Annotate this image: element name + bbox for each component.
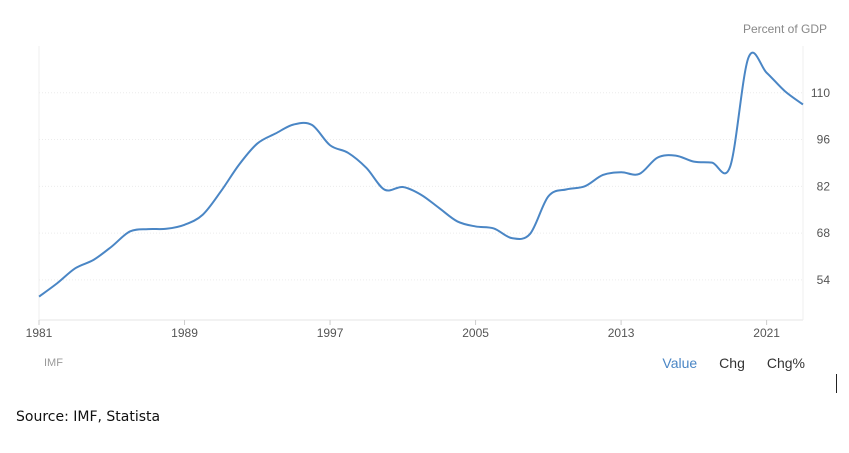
- y-tick-label: 110: [811, 86, 830, 100]
- line-chart: 1981 1989 1997 2005 2013 2021 54 68 82 96 110: [26, 46, 830, 340]
- grid-lines: [38, 46, 804, 320]
- toggle-chg-percent[interactable]: Chg%: [766, 355, 805, 371]
- x-tick-label: 2021: [753, 326, 780, 340]
- y-tick-label: 54: [817, 273, 831, 287]
- toggle-chg[interactable]: Chg: [719, 355, 745, 371]
- x-tick-label: 2013: [608, 326, 635, 340]
- view-toggle-group: Value Chg Chg%: [662, 355, 805, 371]
- series-layer: [38, 51, 804, 298]
- toggle-value[interactable]: Value: [662, 355, 698, 371]
- x-tick-label: 1997: [317, 326, 344, 340]
- unit-label: Percent of GDP: [742, 22, 827, 36]
- y-tick-label: 68: [817, 226, 831, 240]
- y-axis-ticks: 54 68 82 96 110: [811, 86, 830, 287]
- x-axis-ticks: 1981 1989 1997 2005 2013 2021: [26, 320, 780, 340]
- source-caption: Source: IMF, Statista: [16, 409, 161, 425]
- source-org-label: IMF: [44, 357, 63, 369]
- text-cursor: [836, 374, 837, 393]
- x-tick-label: 1989: [171, 326, 198, 340]
- series-line: [38, 51, 804, 298]
- x-tick-label: 1981: [26, 326, 53, 340]
- y-tick-label: 96: [817, 133, 831, 147]
- x-tick-label: 2005: [462, 326, 489, 340]
- y-tick-label: 82: [817, 179, 831, 193]
